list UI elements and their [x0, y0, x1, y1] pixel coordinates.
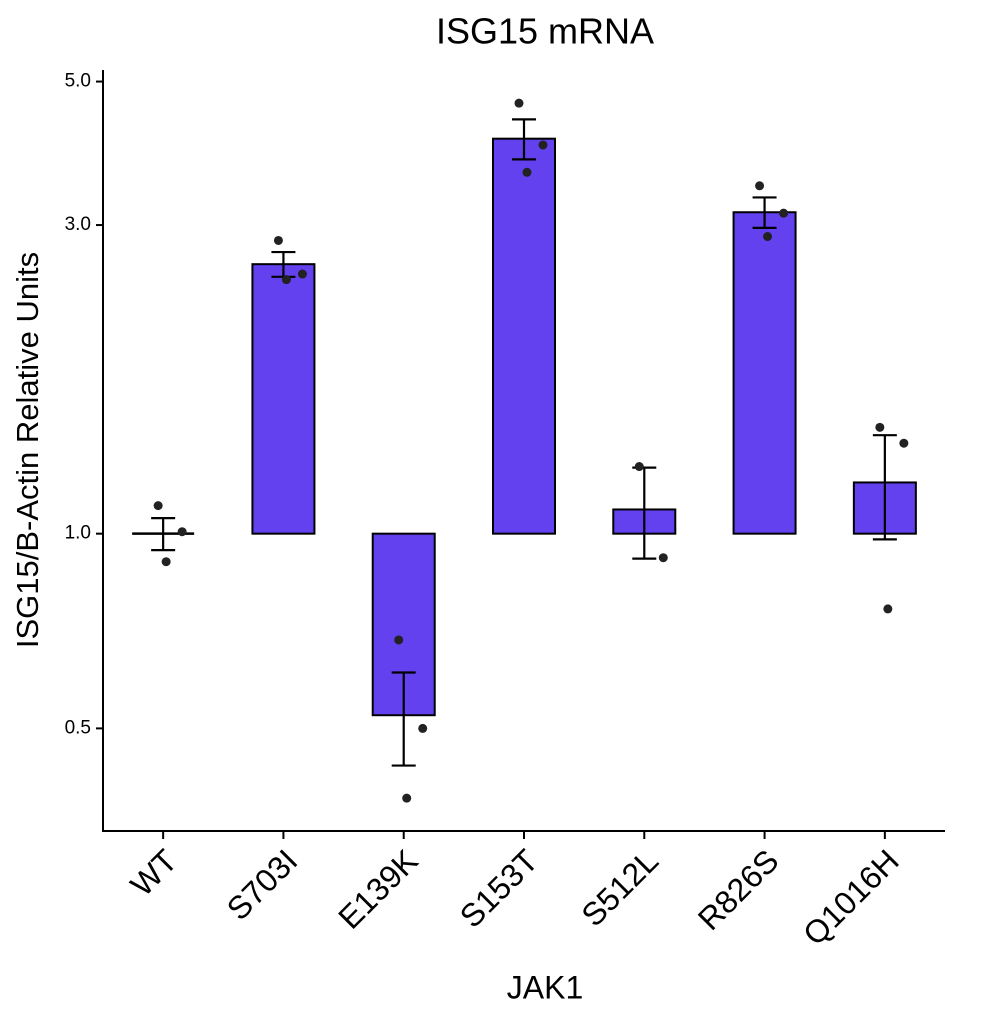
error-bar [872, 434, 897, 541]
data-point [538, 140, 548, 150]
y-tick-label: 0.5 [65, 717, 91, 738]
x-tick-label: S153T [453, 842, 545, 934]
data-point [418, 723, 428, 733]
error-bar [752, 196, 777, 229]
data-point [177, 527, 187, 537]
x-tick-label: WT [123, 842, 184, 903]
data-point [514, 98, 524, 108]
x-tick-label: Q1016H [796, 842, 906, 952]
chart-title: ISG15 mRNA [436, 11, 654, 52]
bar [732, 211, 797, 535]
y-axis-label: ISG15/B-Actin Relative Units [10, 252, 45, 648]
x-tick-label: R826S [691, 842, 786, 937]
data-point [161, 557, 171, 567]
data-point [634, 462, 644, 472]
data-point [297, 269, 307, 279]
data-point [522, 167, 532, 177]
data-point [402, 793, 412, 803]
data-point [779, 208, 789, 218]
data-point [273, 235, 283, 245]
data-point [394, 635, 404, 645]
x-tick-label: S512L [574, 842, 665, 933]
x-tick-label: E139K [331, 842, 424, 935]
data-point [281, 275, 291, 285]
bar [492, 137, 556, 535]
data-point [875, 422, 885, 432]
data-point [755, 181, 765, 191]
data-point [883, 604, 893, 614]
error-bar [512, 118, 536, 161]
y-tick-label: 3.0 [65, 214, 91, 235]
y-tick-label: 5.0 [65, 71, 91, 92]
y-tick-label: 1.0 [65, 523, 91, 544]
error-bar [391, 671, 416, 767]
data-point [899, 438, 909, 448]
data-point [658, 553, 668, 563]
data-point [763, 232, 773, 242]
x-tick-label: S703I [220, 842, 305, 927]
data-point [153, 501, 163, 511]
bar [251, 263, 316, 535]
x-axis-label: JAK1 [507, 969, 583, 1005]
